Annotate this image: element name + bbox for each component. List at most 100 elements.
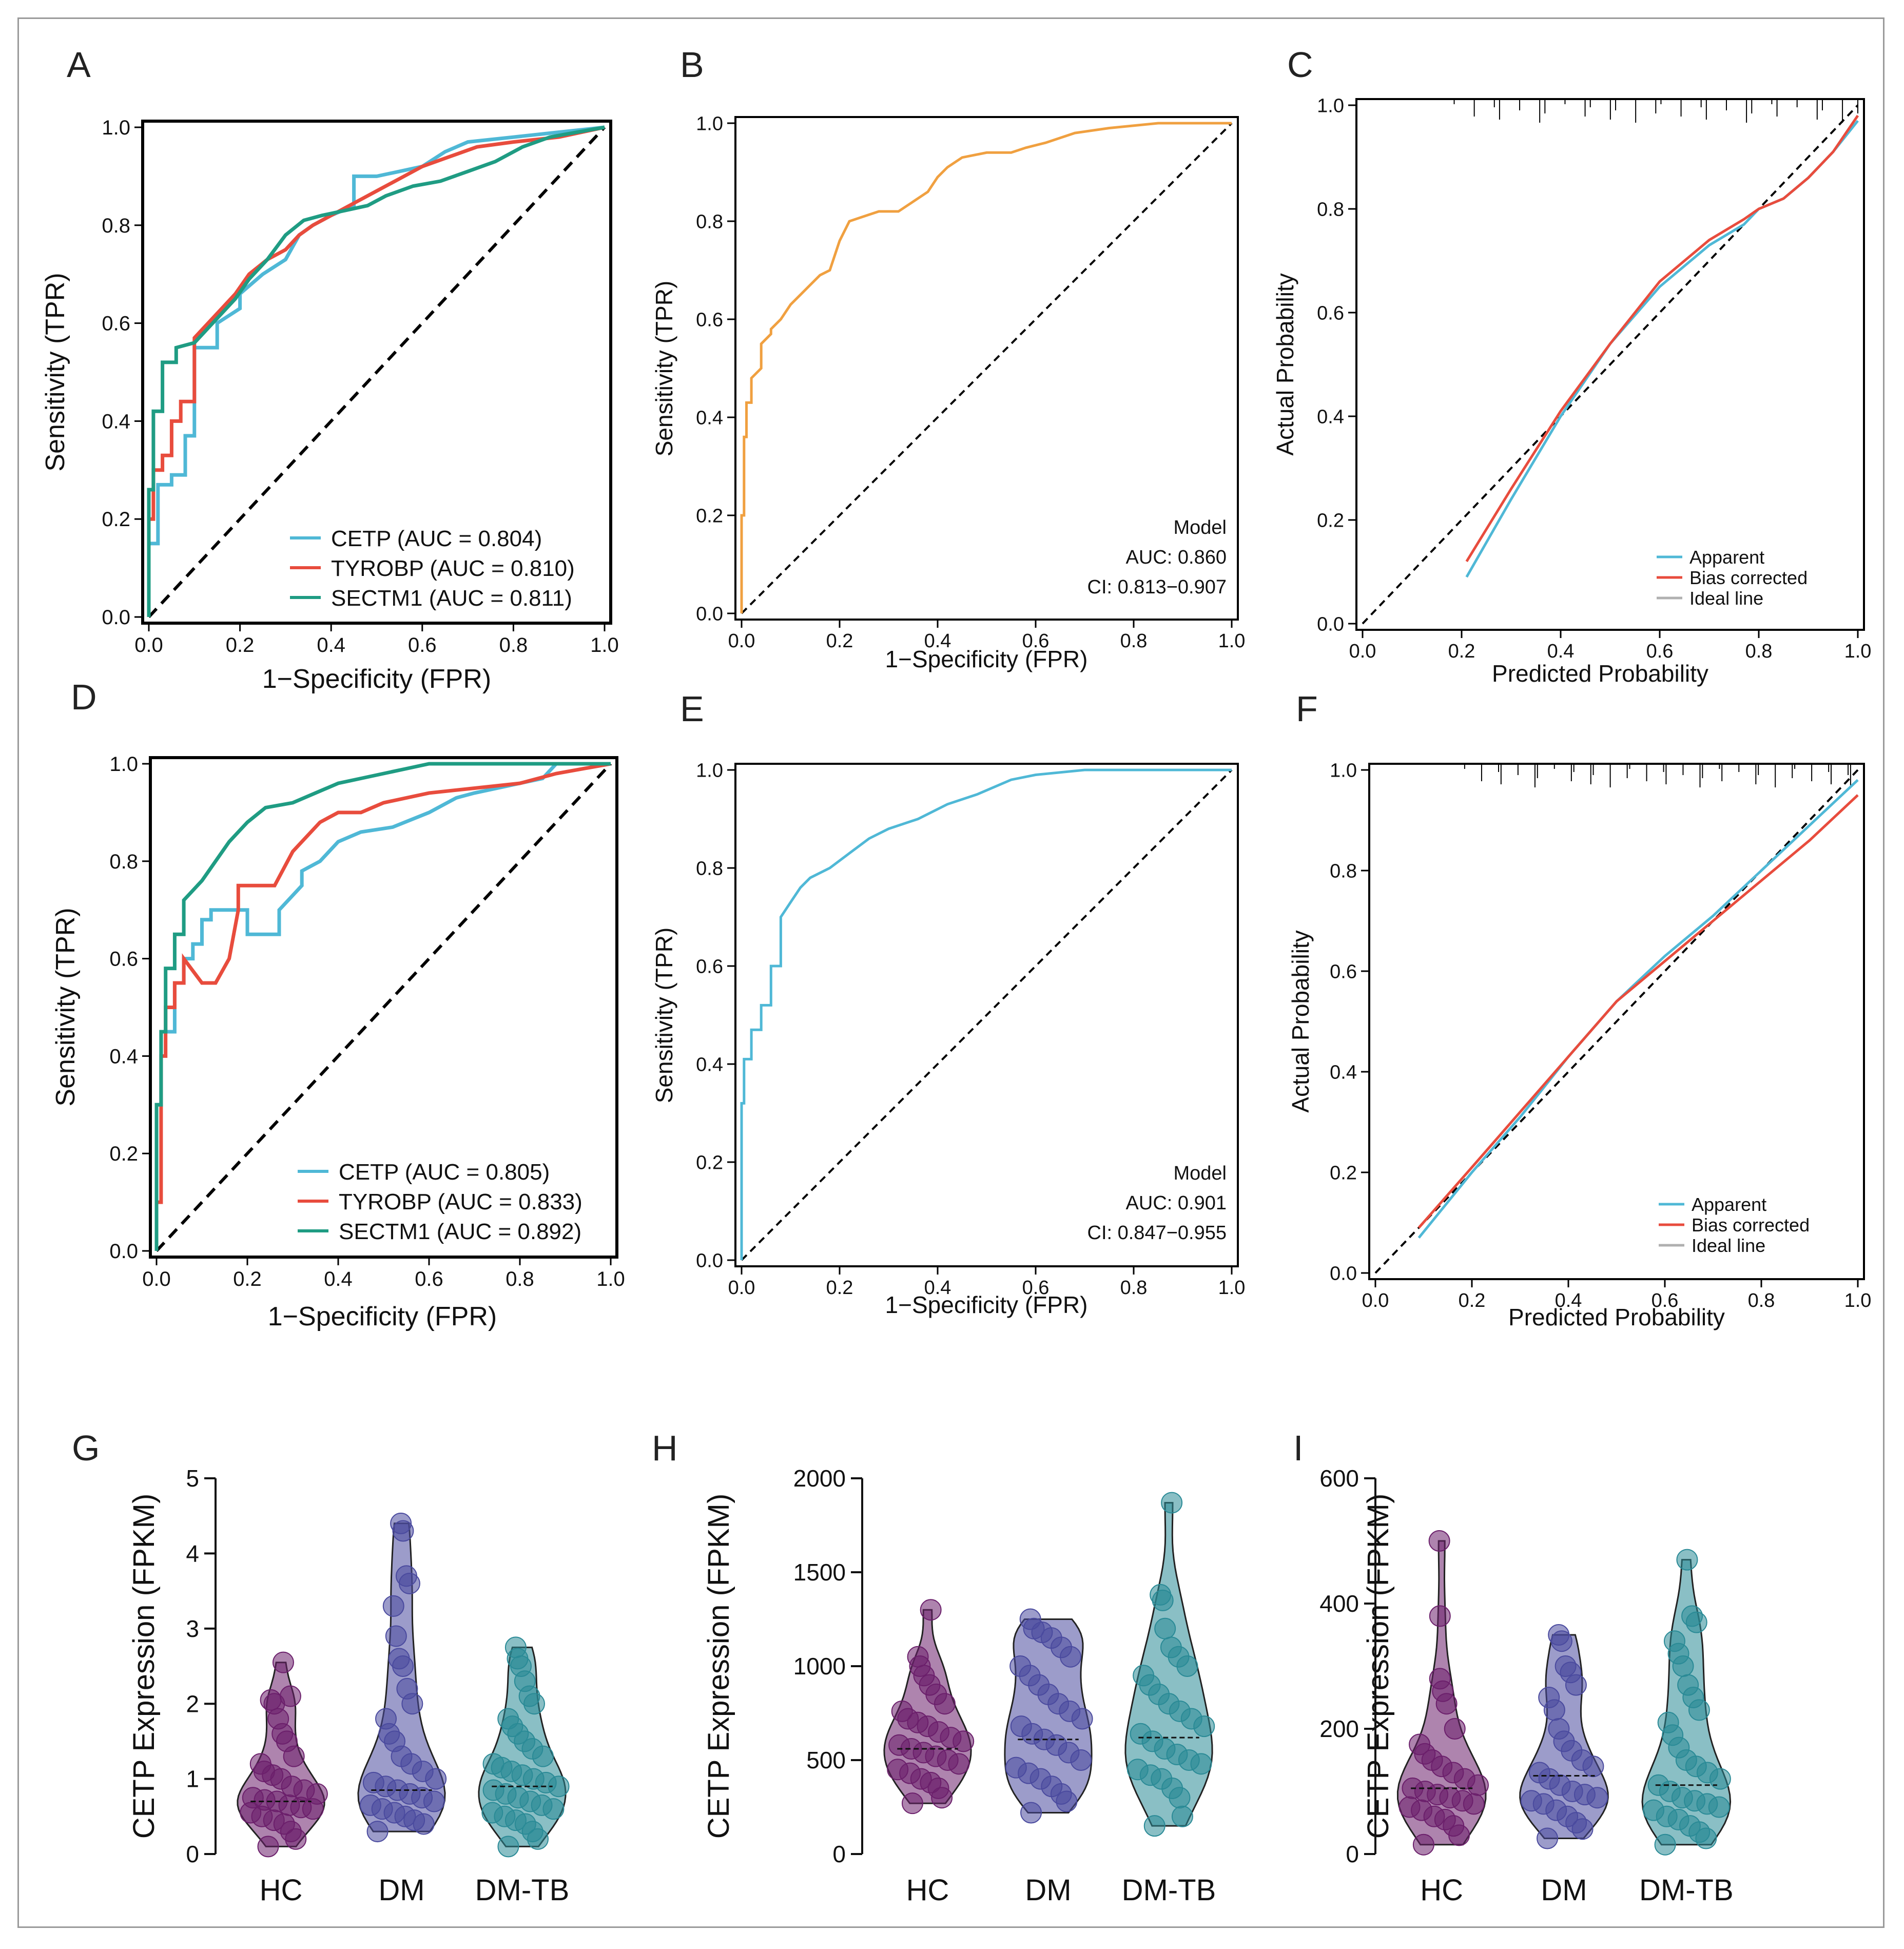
x-tick-label: 0.0	[728, 630, 755, 652]
y-tick-label: 0.2	[1330, 1162, 1357, 1184]
x-tick-label: 0.6	[1022, 630, 1050, 652]
x-category-label: DM-TB	[1122, 1874, 1216, 1907]
legend-label: TYROBP (AUC = 0.810)	[331, 556, 575, 581]
y-tick-label: 0.6	[696, 956, 723, 977]
y-tick-label: 1000	[793, 1653, 846, 1680]
y-tick-label: 0.0	[1317, 613, 1344, 635]
data-point	[366, 1821, 388, 1843]
x-axis-label: 1−Specificity (FPR)	[885, 646, 1088, 672]
y-tick-label: 3	[186, 1615, 199, 1642]
y-axis-label: CETP Expression (FPKM)	[702, 1494, 735, 1839]
x-tick-label: 1.0	[1844, 641, 1872, 662]
series-line-1	[1417, 794, 1859, 1229]
y-tick-label: 600	[1319, 1465, 1359, 1492]
panel-b: B 0.0 0.2 0.4 0.6 0.8 1.0 0.0 0.2 0.4 0.6 0.8 1.0 1−S…	[651, 45, 1245, 672]
legend-label: Apparent	[1692, 1194, 1766, 1215]
legend-label: CETP (AUC = 0.805)	[339, 1160, 550, 1185]
y-tick-label: 0.8	[102, 215, 130, 237]
y-tick-label: 0.4	[1317, 406, 1344, 428]
y-axis-label: Sensitivity (TPR)	[651, 281, 677, 456]
y-axis-label: Sensitivity (TPR)	[41, 273, 70, 471]
data-point	[481, 1802, 503, 1824]
y-tick-label: 0.2	[696, 505, 723, 527]
x-tick-label: 0.0	[1349, 641, 1376, 662]
y-axis-label: Actual Probability	[1272, 273, 1298, 455]
legend-label: Ideal line	[1692, 1235, 1765, 1256]
data-point	[482, 1779, 504, 1801]
x-tick-label: 0.4	[317, 634, 345, 657]
y-tick-label: 0.4	[696, 407, 723, 429]
data-point	[257, 1836, 279, 1858]
x-category-label: HC	[260, 1874, 303, 1907]
legend-label: TYROBP (AUC = 0.833)	[339, 1189, 582, 1214]
data-point	[901, 1792, 923, 1815]
data-point	[1150, 1584, 1172, 1606]
y-tick-label: 0.2	[1317, 510, 1344, 531]
legend-label: CETP (AUC = 0.804)	[331, 526, 542, 551]
panel-d: D 0.0 0.2 0.4 0.6 0.8 1.0 0.0 0.2 0.4 0.6 0.8 1.0 1−S…	[51, 677, 625, 1332]
data-point	[1126, 1759, 1149, 1781]
x-tick-label: 1.0	[1218, 1277, 1246, 1299]
x-tick-label: 0.2	[826, 1277, 853, 1299]
x-tick-label: 0.4	[924, 1277, 951, 1299]
y-tick-label: 1	[186, 1766, 199, 1792]
diagonal-reference-line	[741, 122, 1233, 614]
data-point	[1019, 1608, 1041, 1630]
y-tick-label: 2	[186, 1690, 199, 1717]
x-tick-label: 1.0	[590, 634, 619, 657]
panel-label-d: D	[71, 677, 97, 717]
x-tick-label: 0.4	[1555, 1290, 1582, 1311]
x-tick-label: 0.6	[1646, 641, 1674, 662]
x-tick-label: 0.0	[134, 634, 163, 657]
series-line-2	[154, 762, 611, 1251]
y-tick-label: 0.6	[1330, 961, 1357, 982]
y-tick-label: 0.8	[1317, 199, 1344, 220]
legend-label: Ideal line	[1689, 588, 1763, 609]
x-tick-label: 0.2	[1459, 1290, 1486, 1311]
x-tick-label: 1.0	[1218, 630, 1246, 652]
data-point	[1663, 1630, 1685, 1652]
y-tick-label: 2000	[793, 1465, 846, 1492]
panel-label-a: A	[67, 45, 91, 85]
x-axis-label: 1−Specificity (FPR)	[262, 664, 491, 694]
annotation-ci: CI: 0.847−0.955	[1087, 1222, 1227, 1244]
y-axis-label: CETP Expression (FPKM)	[1362, 1494, 1395, 1839]
x-tick-label: 1.0	[1844, 1290, 1872, 1311]
x-tick-label: 0.8	[1745, 641, 1773, 662]
x-category-label: DM-TB	[475, 1874, 570, 1907]
y-tick-label: 0.8	[1330, 860, 1357, 882]
y-tick-label: 0.0	[696, 1250, 723, 1271]
data-point	[1009, 1655, 1032, 1677]
data-point	[1428, 1530, 1450, 1552]
data-point	[1520, 1790, 1542, 1812]
y-tick-label: 0.6	[109, 948, 138, 971]
data-point	[396, 1677, 418, 1700]
series-line-0	[740, 768, 1232, 1260]
x-tick-label: 0.0	[1362, 1290, 1389, 1311]
series-line-1	[147, 125, 605, 617]
series-line-1	[1465, 114, 1859, 563]
y-tick-label: 0.4	[109, 1045, 138, 1068]
x-axis-label: Predicted Probability	[1508, 1304, 1725, 1330]
data-point	[249, 1753, 271, 1775]
data-point	[1657, 1711, 1679, 1733]
panel-h: H 0 500 1000 1500 2000 CETP Expression (FPKM) H…	[652, 1428, 1216, 1907]
annotation-auc: AUC: 0.901	[1126, 1192, 1227, 1214]
data-point	[1537, 1827, 1559, 1849]
series-line-2	[147, 125, 605, 617]
data-point	[359, 1794, 381, 1816]
data-point	[1429, 1605, 1451, 1627]
y-tick-label: 0	[832, 1841, 846, 1867]
panel-f: F 0.0 0.2 0.4 0.6 0.8 1.0 0.0 0.2 0.4 0.6 0.8 1.0 Pre…	[1287, 689, 1871, 1330]
x-tick-label: 0.2	[1448, 641, 1475, 662]
x-axis-label: 1−Specificity (FPR)	[268, 1302, 497, 1332]
data-point	[1130, 1723, 1152, 1745]
series-line-0	[1417, 779, 1859, 1239]
data-point	[1161, 1492, 1183, 1514]
x-tick-label: 0.8	[1120, 630, 1148, 652]
annotation-title: Model	[1174, 1163, 1227, 1184]
legend-label: SECTM1 (AUC = 0.811)	[331, 586, 572, 611]
data-point	[907, 1646, 929, 1668]
y-tick-label: 0.2	[109, 1143, 138, 1165]
